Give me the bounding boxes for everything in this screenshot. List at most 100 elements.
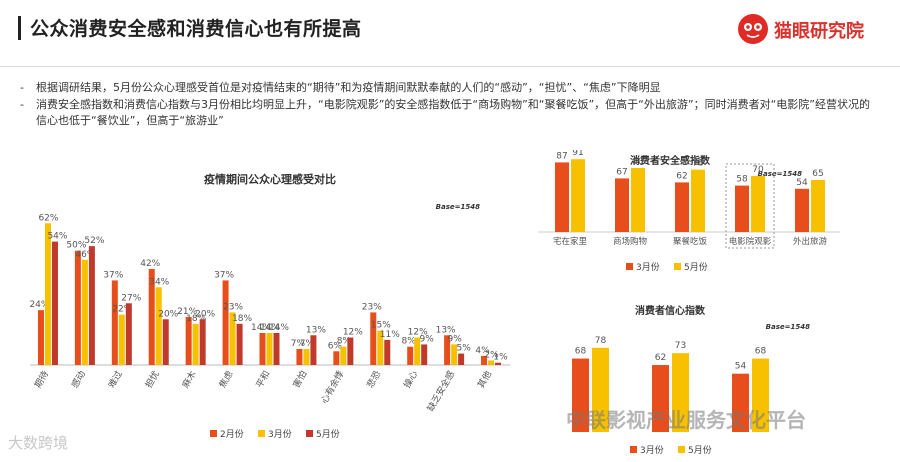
data-label: 14% [251, 323, 271, 333]
data-label: 73 [675, 341, 686, 351]
data-label: 54 [796, 178, 808, 188]
bar-3月份 [192, 323, 199, 365]
confidence-index-chart: 消费者信心指数 Base=1548 68 78 62 73 54 68 3月份 5月份 [572, 304, 810, 456]
legend-label: 5月份 [688, 444, 712, 456]
title-rule [18, 16, 21, 40]
bar-3月份 [615, 178, 629, 232]
bar-5月份 [751, 176, 765, 232]
data-label: 37% [214, 270, 234, 280]
data-label: 27% [121, 293, 141, 303]
bar-5月份 [811, 180, 825, 232]
summary-bullet: - 消费安全感指数和消费信心指数与3月份相比均明显上升，“电影院观影”的安全感指数… [20, 97, 870, 128]
bar-5月份 [88, 246, 95, 365]
bar-3月份 [266, 333, 273, 365]
bar-3月份 [451, 344, 458, 365]
data-label: 24% [29, 300, 49, 310]
data-label: 14% [269, 323, 289, 333]
title-bar: 公众消费安全感和消费信心也有所提高 [18, 14, 438, 42]
data-label: 78 [595, 336, 607, 346]
data-label: 23% [362, 302, 382, 312]
category-label: 商场购物 [613, 236, 648, 247]
data-label: 65 [812, 169, 823, 179]
legend-label: 5月份 [316, 428, 340, 440]
bar-5月份 [199, 319, 206, 365]
bar-2月份 [296, 349, 303, 365]
bar-3月份 [229, 312, 236, 365]
summary-bullet: - 根据调研结果，5月份公众心理感受首位是对疫情结束的“期待”和为疫情期间默默奉献… [20, 81, 661, 94]
bar-5月份 [236, 323, 243, 365]
data-label: 52% [84, 236, 104, 246]
data-label: 13% [436, 325, 456, 335]
data-label: 62% [38, 213, 58, 223]
bar-3月份 [488, 360, 495, 365]
category-label: 电影院观影 [729, 236, 772, 247]
page-title: 公众消费安全感和消费信心也有所提高 [30, 18, 362, 40]
legend-label: 2月份 [220, 428, 244, 440]
data-label: 15% [371, 321, 391, 331]
category-label: 害怕 [290, 369, 309, 391]
category-label: 焦虑 [216, 369, 235, 391]
safety-index-chart: 消费者安全感指数 Base=1548 87 91 宅在家里 67 80 商场购物 62 78 聚餐吃… [538, 150, 840, 273]
data-label: 21% [177, 307, 197, 317]
data-label: 14% [260, 323, 280, 333]
bar-2月份 [148, 269, 155, 365]
category-label: 期待 [32, 369, 51, 391]
bar-5月份 [752, 358, 769, 432]
bar-3月份 [555, 162, 569, 232]
category-label: 聚餐吃饭 [673, 236, 708, 247]
data-label: 70 [752, 165, 764, 175]
bar-2月份 [259, 333, 266, 365]
bar-5月份 [421, 344, 428, 365]
bar-5月份 [125, 303, 132, 365]
bar-2月份 [407, 346, 414, 365]
bar-2月份 [481, 355, 488, 365]
data-label: 34% [149, 277, 169, 287]
data-label: 9% [447, 334, 462, 344]
bar-5月份 [273, 333, 280, 365]
legend-label: 3月份 [636, 261, 660, 273]
summary-bullet-text: 根据调研结果，5月份公众心理感受首位是对疫情结束的“期待”和为疫情期间默默奉献的… [36, 81, 661, 94]
legend-swatch [674, 263, 681, 270]
bar-5月份 [162, 319, 169, 365]
data-label: 7% [300, 339, 315, 349]
bar-5月份 [310, 335, 317, 365]
data-label: 23% [223, 302, 243, 312]
legend-swatch [258, 430, 265, 437]
bar-5月份 [592, 347, 609, 432]
bar-3月份 [303, 349, 310, 365]
bar-2月份 [37, 310, 44, 365]
data-label: 9% [420, 334, 435, 344]
data-label: 20% [195, 309, 215, 319]
data-label: 20% [158, 309, 178, 319]
data-label: 1% [493, 353, 508, 363]
data-label: 68 [575, 347, 587, 357]
bar-3月份 [572, 358, 589, 432]
watermark-left: 大数跨境 [8, 434, 69, 452]
data-label: 42% [140, 259, 160, 269]
bar-5月份 [672, 353, 689, 432]
chart-base-label: Base=1548 [436, 203, 480, 211]
data-label: 87 [556, 151, 567, 161]
data-label: 62 [676, 171, 687, 181]
data-label: 11% [380, 330, 400, 340]
bar-5月份 [691, 169, 705, 232]
data-label: 5% [456, 344, 471, 354]
bar-3月份 [795, 188, 809, 232]
category-label: 其他 [475, 369, 494, 391]
bar-3月份 [155, 287, 162, 365]
chart-title: 疫情期间公众心理感受对比 [204, 172, 336, 186]
legend-swatch [626, 263, 633, 270]
data-label: 8% [402, 337, 417, 347]
data-label: 50% [66, 241, 86, 251]
data-label: 18% [232, 314, 252, 324]
chart-base-label: Base=1548 [758, 170, 802, 178]
data-label: 4% [475, 346, 490, 356]
legend-swatch [306, 430, 313, 437]
bar-3月份 [44, 223, 51, 365]
data-label: 13% [306, 325, 326, 335]
category-label: 操心 [401, 369, 420, 391]
bar-5月份 [458, 353, 465, 365]
chart-base-label: Base=1548 [766, 323, 810, 331]
highlight-box [725, 163, 775, 249]
cat-eye-logo-icon [738, 14, 768, 44]
